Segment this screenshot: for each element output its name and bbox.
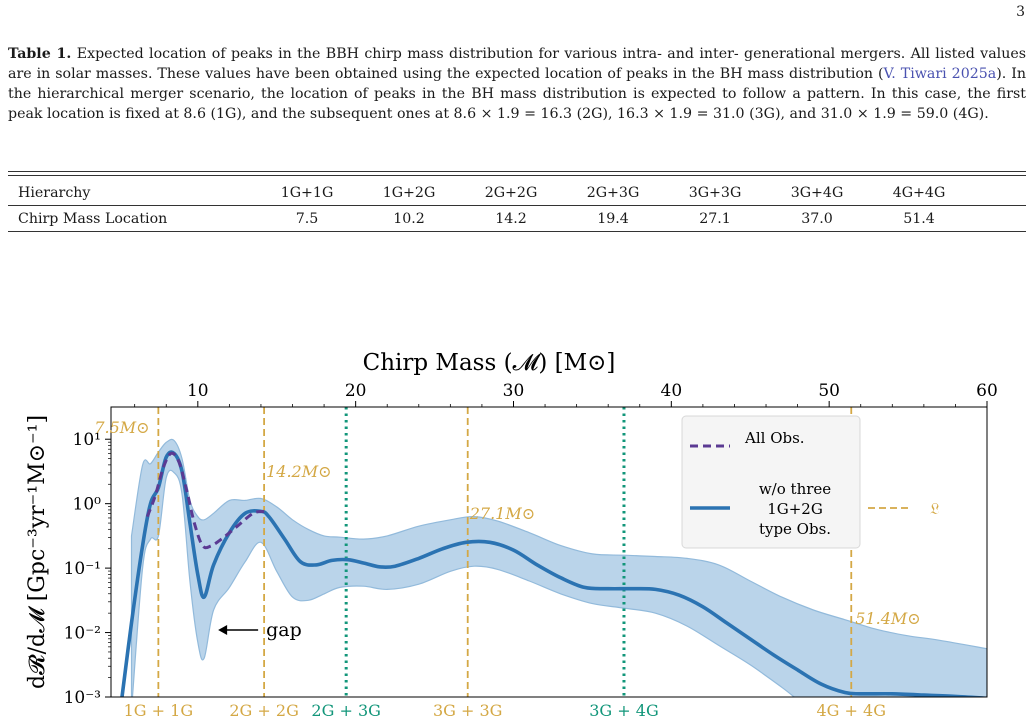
series-lines [120, 450, 987, 697]
series-line-main [120, 450, 987, 697]
x-tick-label: 20 [345, 381, 367, 401]
x-tick-label: 60 [976, 381, 998, 401]
legend-entry: type Obs. [759, 520, 831, 538]
table-cell: 14.2 [495, 210, 527, 227]
legend-entry: 1G+2G [767, 500, 823, 518]
peak-label: 14.2M⊙ [266, 462, 331, 481]
generation-label: 2G + 3G [311, 701, 381, 720]
x-tick-label: 40 [661, 381, 683, 401]
x-tick-label: 30 [503, 381, 525, 401]
gap-annotation: gap [266, 619, 302, 641]
table-top-rule-2 [8, 175, 1026, 176]
y-tick-label: 10⁰ [73, 495, 102, 515]
x-tick-label: 10 [187, 381, 209, 401]
generation-label: 1G + 1G [124, 701, 194, 720]
x-axis-label: Chirp Mass (𝓜) [M⊙] [363, 350, 616, 376]
col-header: 1G+2G [382, 184, 436, 201]
x-tick-label: 50 [818, 381, 840, 401]
col-header: 4G+4G [892, 184, 946, 201]
y-tick-label: 10¹ [73, 430, 101, 450]
col-header: 3G+3G [688, 184, 742, 201]
legend-box [681, 415, 861, 549]
generation-label: 3G + 3G [433, 701, 503, 720]
legend-entry: w/o three [759, 480, 831, 498]
generation-label: 3G + 4G [589, 701, 659, 720]
col-header: 1G+1G [280, 184, 334, 201]
citation-link[interactable]: V. Tiwari 2025a [883, 66, 997, 82]
row-header-hierarchy: Hierarchy [18, 184, 91, 201]
table-row-chirp-mass: Chirp Mass Location 7.5 10.2 14.2 19.4 2… [8, 206, 1026, 232]
page-number: 3 [1016, 4, 1025, 20]
y-axis-label: d𝓡/d𝓜 [Gpc⁻³yr⁻¹M⊙⁻¹] [25, 415, 50, 689]
table-cell: 51.4 [903, 210, 935, 227]
plot-frame [110, 406, 988, 698]
table-cell: 27.1 [699, 210, 731, 227]
credible-band-area [130, 438, 987, 697]
caption-label: Table 1. [8, 46, 72, 62]
peak-label: 51.4M⊙ [855, 609, 920, 628]
legend-entry: All Obs. [744, 429, 805, 447]
caption-text: Expected location of peaks in the BBH ch… [8, 46, 1027, 82]
row-header-chirp-mass: Chirp Mass Location [18, 210, 168, 227]
col-header: 2G+2G [484, 184, 538, 201]
y-tick-label: 10⁻² [64, 624, 101, 644]
credible-band [130, 438, 987, 697]
series-line-all-obs [145, 451, 265, 550]
chirp-mass-table: Hierarchy 1G+1G 1G+2G 2G+2G 2G+3G 3G+3G … [8, 180, 1026, 232]
table-row-hierarchy: Hierarchy 1G+1G 1G+2G 2G+2G 2G+3G 3G+3G … [8, 180, 1026, 206]
table-cell: 10.2 [393, 210, 425, 227]
caption-text-end: ). In the hierarchical merger scenario, … [8, 66, 1027, 122]
table-caption: Table 1. Expected location of peaks in t… [8, 44, 1026, 124]
y-tick-label: 10⁻¹ [64, 559, 101, 579]
chart-labels: 7.5M⊙ 1G + 1G 14.2M⊙ 2G + 2G 2G + 3G 27.1M⊙ 3G… [94, 418, 920, 720]
peak-label: 27.1M⊙ [469, 504, 535, 523]
generation-label: 2G + 2G [229, 701, 299, 720]
table-top-rule [8, 171, 1026, 172]
table-cell: 19.4 [597, 210, 629, 227]
col-header: 3G+4G [790, 184, 844, 201]
table-cell: 7.5 [295, 210, 319, 227]
table-cell: 37.0 [801, 210, 833, 227]
chirp-mass-chart: 10 20 30 40 50 60 10¹ 10⁰ 10⁻¹ 10⁻² 10⁻³ Chirp Mass… [25, 350, 998, 720]
axes: 10 20 30 40 50 60 10¹ 10⁰ 10⁻¹ 10⁻² 10⁻³ Chirp Mass… [25, 350, 998, 708]
col-header: 2G+3G [586, 184, 640, 201]
gap-arrow-head [218, 625, 228, 635]
y-tick-label: 10⁻³ [64, 688, 101, 708]
peak-label: 7.5M⊙ [94, 418, 149, 437]
generation-label: 4G + 4G [817, 701, 887, 720]
legend-marker-label: 𝔏 [930, 499, 940, 518]
legend: All Obs. w/o three 1G+2G type Obs. 𝔏 [681, 415, 940, 549]
